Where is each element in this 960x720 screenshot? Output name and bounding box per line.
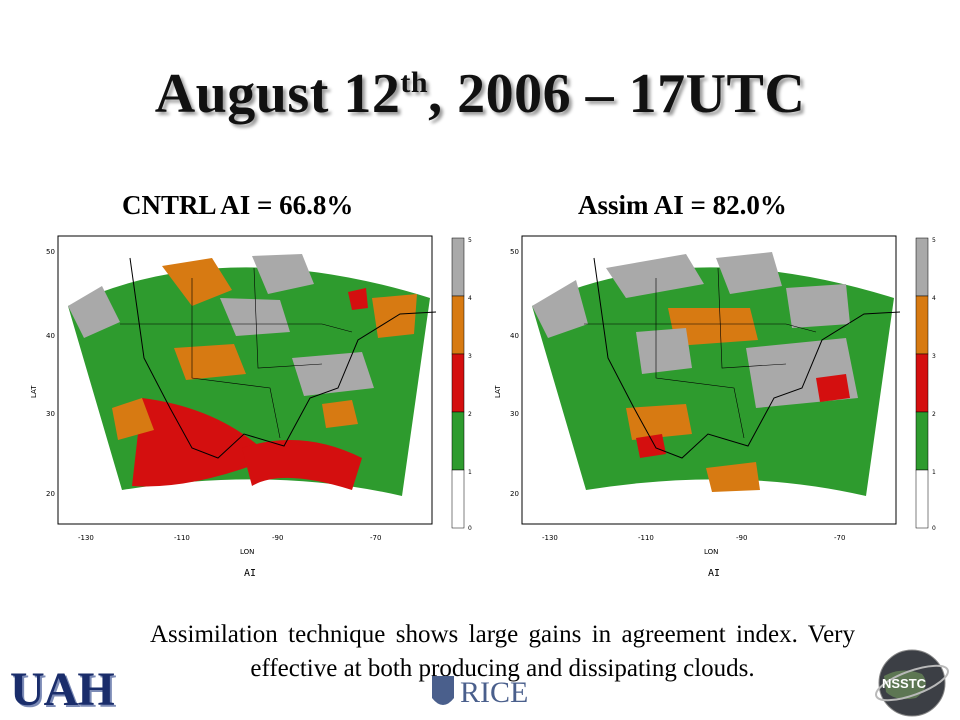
lon-tick: -70	[834, 534, 845, 542]
lat-tick: 50	[510, 248, 519, 256]
lat-tick: 40	[510, 332, 519, 340]
assim-ai-map: LAT 50 40 30 20 -130 -110 -90 -70 LON AI…	[494, 235, 936, 579]
colorbar-tick: 5	[468, 237, 472, 244]
svg-text:RICE: RICE	[460, 676, 528, 709]
cntrl-panel-title: CNTRL AI = 66.8%	[122, 190, 354, 220]
lat-tick: 20	[46, 490, 55, 498]
colorbar-tick: 4	[932, 295, 936, 302]
svg-text:NSSTC: NSSTC	[882, 676, 927, 691]
lat-tick: 50	[46, 248, 55, 256]
lat-tick: 30	[46, 410, 55, 418]
slide-title: August 12th, 2006 – 17UTC	[154, 63, 806, 125]
lon-tick: -110	[638, 534, 654, 542]
lon-tick: -130	[542, 534, 558, 542]
uah-logo: UAH	[10, 663, 115, 716]
cntrl-ai-map: LAT 50 40 30 20 -130 -110 -90 -70 LON AI…	[30, 235, 472, 579]
lat-tick: 40	[46, 332, 55, 340]
colorbar-tick: 3	[932, 353, 936, 360]
colorbar-tick: 1	[468, 469, 472, 476]
rice-logo: RICE	[432, 676, 528, 709]
lat-axis-label: LAT	[30, 385, 38, 398]
colorbar-tick: 0	[932, 525, 936, 532]
colorbar-tick: 0	[468, 525, 472, 532]
colorbar-label: AI	[244, 568, 256, 579]
slide-caption: Assimilation technique shows large gains…	[150, 621, 855, 682]
lat-axis-label: LAT	[494, 385, 502, 398]
lon-tick: -70	[370, 534, 381, 542]
lon-tick: -110	[174, 534, 190, 542]
colorbar-tick: 5	[932, 237, 936, 244]
colorbar-label: AI	[708, 568, 720, 579]
lon-tick: -90	[736, 534, 747, 542]
colorbar-tick: 4	[468, 295, 472, 302]
colorbar-tick: 1	[932, 469, 936, 476]
lon-axis-label: LON	[240, 548, 254, 556]
lat-tick: 20	[510, 490, 519, 498]
colorbar-tick: 2	[932, 411, 936, 418]
lon-axis-label: LON	[704, 548, 718, 556]
lon-tick: -130	[78, 534, 94, 542]
assim-panel-title: Assim AI = 82.0%	[578, 190, 787, 220]
nsstc-logo: NSSTC	[875, 649, 949, 717]
lat-tick: 30	[510, 410, 519, 418]
lon-tick: -90	[272, 534, 283, 542]
colorbar-tick: 2	[468, 411, 472, 418]
colorbar-tick: 3	[468, 353, 472, 360]
